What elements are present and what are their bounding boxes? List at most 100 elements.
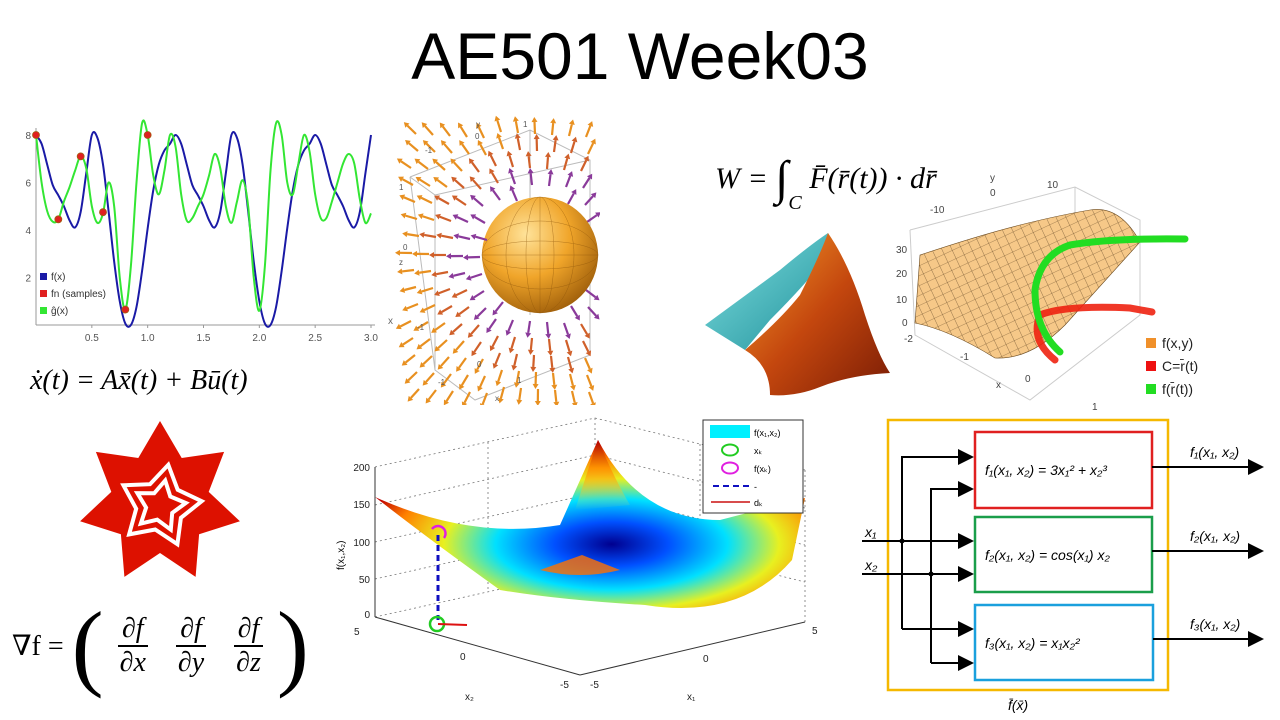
legend-swatch-g: [40, 307, 47, 314]
plot-legend: f(x₁,x₂) xₖ f(xₖ) - dₖ: [702, 419, 804, 514]
series-line-f: [35, 131, 372, 328]
vector-arrow: [404, 371, 418, 384]
equation-lhs: W =: [715, 162, 768, 195]
vector-arrow: [459, 140, 470, 155]
left-paren: (: [71, 592, 104, 699]
vector-arrow: [580, 155, 589, 172]
vector-arrow: [506, 150, 515, 168]
vector-arrow: [440, 140, 453, 154]
system-caption: f̄(x̄): [1008, 697, 1028, 713]
vector-arrow: [414, 158, 429, 170]
matlab-logo: [705, 233, 890, 396]
legend-swatch: [1146, 384, 1156, 394]
vector-arrow: [587, 391, 596, 405]
vector-arrow: [458, 122, 468, 138]
vector-arrow: [495, 369, 504, 387]
vector-arrow: [508, 336, 517, 354]
vector-arrow: [456, 357, 467, 372]
vector-arrow: [446, 253, 464, 260]
vector-arrow: [584, 121, 594, 138]
legend-label: -: [754, 482, 757, 492]
tick: 1: [523, 120, 528, 129]
vector-arrow: [508, 167, 517, 185]
vector-arrow: [468, 158, 480, 173]
vector-arrow: [549, 355, 556, 373]
vector-arrow: [416, 286, 434, 295]
legend-label: fn (samples): [51, 289, 106, 300]
vector-arrow: [467, 324, 480, 338]
tick: 1: [517, 376, 522, 385]
legend-label: C=r̄(t): [1162, 358, 1198, 374]
x-tick-label: 1.0: [141, 333, 155, 344]
vector-arrow: [533, 134, 540, 152]
legend-label: ĝ(x): [51, 306, 68, 317]
tick: -10: [930, 205, 945, 216]
x-tick-label: 0.5: [85, 333, 99, 344]
interpolation-chart: 0.5 1.0 1.5 2.0 2.5 3.0 2 4 6 8 x f(x) fn (sample…: [25, 119, 393, 344]
vector-arrow: [569, 136, 578, 154]
numerator: ∂f: [233, 613, 264, 647]
tick: -1: [425, 146, 433, 155]
vector-arrow: [476, 122, 485, 139]
block-f3: [973, 603, 1155, 682]
vector-arrow: [397, 268, 415, 275]
vector-arrow: [416, 195, 433, 204]
vector-field-plot: y -1 0 1 1 z 0 -1 -1 0 x 1: [395, 115, 600, 405]
vector-arrow: [525, 151, 532, 169]
vector-arrow: [564, 339, 573, 357]
vector-arrow: [434, 339, 448, 352]
tick: 100: [353, 538, 370, 549]
vector-arrow: [451, 195, 467, 206]
vector-arrow: [421, 122, 434, 136]
tick: -5: [560, 680, 569, 691]
vector-arrow: [477, 375, 487, 392]
vector-arrow: [451, 176, 465, 189]
surface-legend: f(x,y) C=r̄(t) f(r̄(t)): [1146, 335, 1198, 397]
legend-label: dₖ: [754, 498, 763, 508]
tick: 0: [403, 243, 408, 252]
vector-arrow: [583, 357, 593, 374]
vector-arrow: [487, 150, 497, 167]
y-tick-label: 4: [25, 226, 31, 237]
vector-arrow: [562, 322, 571, 340]
vector-arrow: [469, 176, 482, 190]
curve-c: [1033, 303, 1156, 364]
vector-arrow: [437, 356, 450, 370]
vector-arrow: [429, 252, 446, 258]
y-tick-label: 6: [25, 179, 31, 190]
legend-swatch: [1146, 338, 1156, 348]
vector-arrow: [479, 392, 489, 405]
vector-arrow: [431, 270, 449, 278]
vector-arrow: [436, 232, 454, 240]
vector-arrow: [405, 139, 419, 152]
sample-point: [32, 131, 40, 139]
vector-arrow: [416, 338, 431, 350]
vector-arrow: [469, 290, 485, 301]
x1-axis-label: x₁: [687, 692, 696, 703]
vector-arrow: [585, 374, 595, 391]
axis-label-x: x: [996, 380, 1001, 391]
tick: 0: [477, 360, 482, 369]
output-f1: f₁(x₁, x₂): [1190, 444, 1239, 460]
dk-arrow: [437, 623, 468, 626]
tick: 0: [460, 652, 466, 663]
block-f1-label: f₁(x₁, x₂) = 3x₁² + x₂³: [985, 462, 1107, 478]
axes: [374, 467, 806, 676]
vector-arrow: [450, 158, 463, 172]
vector-arrow: [415, 176, 431, 187]
vector-arrow: [395, 249, 413, 256]
tick: -5: [590, 680, 599, 691]
vector-arrow: [505, 319, 515, 336]
numerator: ∂f: [176, 613, 206, 647]
page-title: AE501 Week03: [411, 19, 869, 93]
vector-arrow: [553, 389, 560, 405]
vector-arrow: [453, 233, 471, 241]
chart-axes: [35, 128, 375, 326]
vector-arrow: [527, 337, 534, 355]
vector-arrow: [449, 323, 463, 336]
surface-fxy: [914, 209, 1141, 359]
block-diagram: x₁ x₂ f₁(x₁, x₂) = 3x₁² + x₂³ f₂(x₁, x₂)…: [862, 418, 1264, 713]
axis-label-x: x: [495, 394, 499, 403]
partial-y: ∂f ∂y: [174, 613, 208, 679]
signal-lines: [862, 449, 1264, 671]
